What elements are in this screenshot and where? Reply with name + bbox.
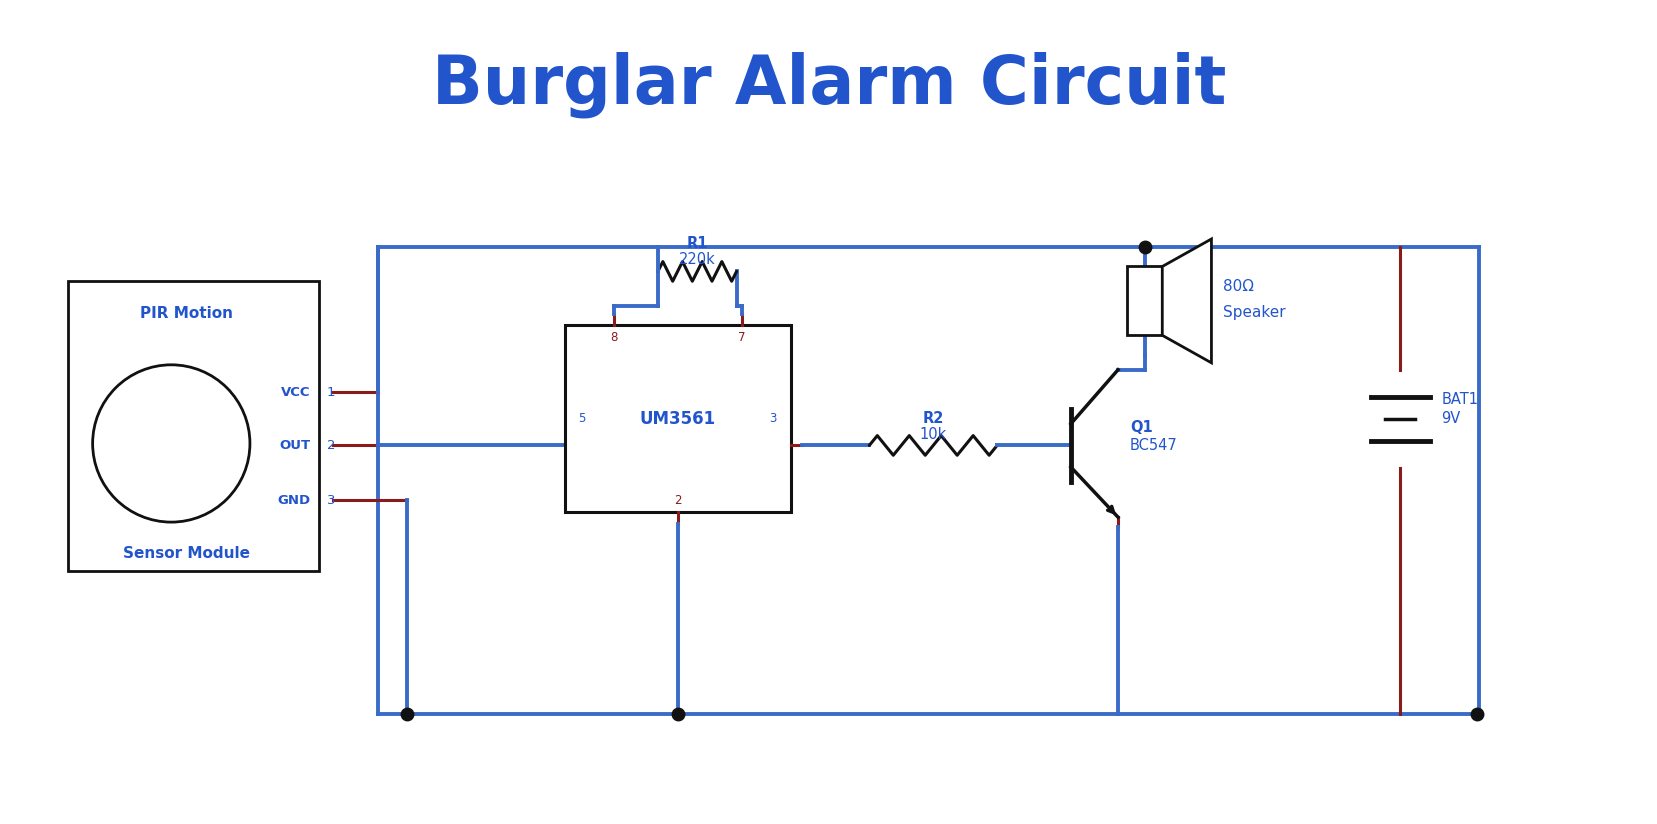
Text: VCC: VCC [282,386,312,399]
Text: UM3561: UM3561 [640,410,716,428]
Text: 2: 2 [673,494,681,507]
Text: 9V: 9V [1440,411,1460,426]
Text: 7: 7 [737,330,744,344]
Text: 5: 5 [578,412,585,425]
Text: R1: R1 [686,236,708,251]
Text: Burglar Alarm Circuit: Burglar Alarm Circuit [431,51,1226,118]
Bar [563,325,790,513]
Text: 80Ω: 80Ω [1223,279,1253,293]
Bar [68,281,318,571]
Text: 8: 8 [610,330,616,344]
Text: R2: R2 [921,411,943,426]
Text: Sensor Module: Sensor Module [123,546,249,561]
Polygon shape [1162,239,1211,363]
Text: 220k: 220k [678,252,716,267]
Text: Speaker: Speaker [1223,305,1286,321]
Text: BC547: BC547 [1128,438,1176,453]
Text: OUT: OUT [280,439,312,452]
Text: PIR Motion: PIR Motion [139,307,232,321]
Text: BAT1: BAT1 [1440,391,1478,407]
Text: 3: 3 [769,412,775,425]
Bar [1127,266,1162,335]
Text: 2: 2 [326,439,335,452]
Text: GND: GND [278,494,312,507]
Text: 1: 1 [326,386,335,399]
Text: 3: 3 [326,494,335,507]
Text: Q1: Q1 [1128,420,1152,435]
Text: 10k: 10k [920,427,946,442]
